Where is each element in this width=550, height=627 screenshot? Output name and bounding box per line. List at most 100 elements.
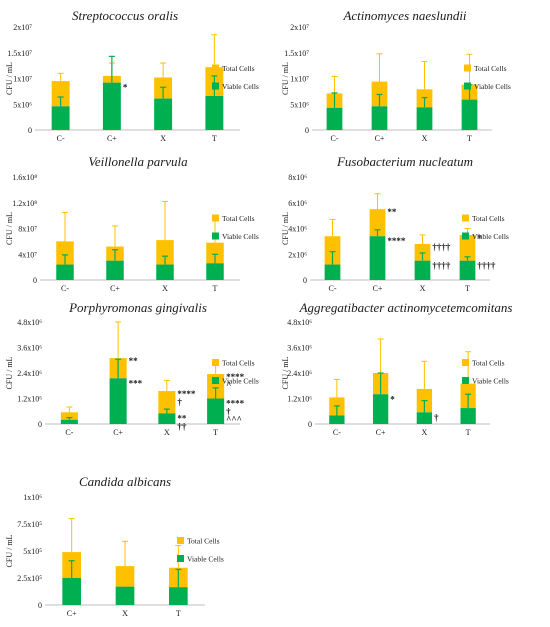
annotation-line: ††††	[432, 261, 451, 271]
x-tick-label: C+	[113, 428, 123, 437]
significance-annotation: **** † ^^^	[226, 399, 245, 425]
x-tick-label: C+	[375, 134, 385, 143]
y-tick-label: 0	[308, 420, 312, 429]
y-tick-label: 4x10⁶	[288, 225, 307, 234]
y-tick-label: 1.6x10⁸	[12, 173, 37, 182]
bar-viable-C+	[371, 106, 388, 130]
legend-label-viable: Viable Cells	[187, 555, 224, 564]
y-tick-label: 3.6x10⁶	[287, 344, 312, 353]
significance-annotation: *	[390, 394, 395, 404]
significance-annotation: ††††	[432, 261, 451, 271]
y-tick-label: 2x10⁶	[288, 250, 307, 259]
legend-label-total: Total Cells	[222, 214, 255, 223]
annotation-line: ****	[226, 399, 245, 409]
annotation-line: **	[129, 356, 139, 366]
annotation-line: ††	[177, 421, 187, 431]
legend-label-total: Total Cells	[187, 537, 220, 546]
bar-total-X	[115, 566, 135, 587]
x-tick-label: T	[466, 428, 471, 437]
bar-viable-X	[416, 107, 433, 130]
bar-viable-T	[459, 260, 476, 280]
annotation-line: ^^^	[226, 415, 242, 425]
legend-label-viable: Viable Cells	[222, 377, 259, 386]
annotation-line: ****	[387, 236, 406, 246]
bar-total-X	[414, 243, 431, 261]
bar-viable-C-	[329, 415, 345, 424]
legend-label-viable: Viable Cells	[472, 232, 509, 241]
bar-viable-C-	[60, 419, 78, 424]
chart-title: Candida albicans	[79, 474, 171, 489]
x-tick-label: C-	[57, 134, 65, 143]
annotation-line: **	[177, 413, 187, 423]
bar-total-T	[207, 374, 225, 399]
x-tick-label: X	[160, 134, 166, 143]
significance-annotation: ** ††	[177, 413, 187, 431]
x-tick-label: C+	[107, 134, 117, 143]
bar-total-C-	[51, 81, 70, 107]
y-tick-label: 8x10⁶	[288, 173, 307, 182]
bar-total-C-	[56, 241, 74, 265]
y-tick-label: 1.5x10⁷	[284, 49, 309, 58]
chart-panel-6: Aggregatibacter actinomycetemcomitans CFU…	[281, 300, 512, 437]
annotation-line: **	[387, 207, 397, 217]
legend-swatch-viable	[212, 377, 219, 384]
x-tick-label: T	[212, 134, 217, 143]
bar-viable-X	[416, 412, 433, 424]
y-tick-label: 4.8x10⁶	[287, 318, 312, 327]
annotation-line: ****	[226, 372, 245, 382]
legend-label-total: Total Cells	[474, 64, 507, 73]
significance-annotation: ***	[129, 378, 143, 388]
bar-viable-C+	[102, 82, 121, 130]
legend-label-viable: Viable Cells	[222, 232, 259, 241]
annotation-line: †	[226, 407, 231, 417]
bar-viable-X	[115, 586, 135, 605]
x-tick-label: T	[176, 609, 181, 618]
bar-viable-X	[156, 264, 174, 280]
x-tick-label: T	[213, 284, 218, 293]
y-tick-label: 5x10⁶	[290, 100, 309, 109]
annotation-line: †	[177, 397, 182, 407]
legend-swatch-viable	[462, 232, 469, 240]
significance-annotation: **** ^	[226, 372, 245, 390]
legend-swatch-total	[212, 359, 219, 366]
legend-label-viable: Viable Cells	[222, 82, 259, 91]
chart-panel-4: Fusobacterium nucleatum CFU / mL 0 2x10⁶ 4x1…	[281, 154, 509, 293]
y-tick-label: 1.2x10⁸	[12, 199, 37, 208]
legend-swatch-viable	[464, 82, 471, 90]
y-axis-label: CFU / mL	[5, 534, 14, 567]
bar-viable-C-	[51, 106, 70, 130]
bar-viable-C+	[109, 378, 127, 424]
legend-swatch-viable	[462, 377, 469, 384]
x-tick-label: X	[421, 428, 427, 437]
significance-annotation: ††††	[432, 242, 451, 252]
x-tick-label: C+	[373, 284, 383, 293]
x-tick-label: C-	[65, 428, 73, 437]
bar-viable-X	[414, 260, 431, 280]
bar-viable-C+	[106, 260, 124, 280]
significance-annotation: **	[129, 356, 139, 366]
x-tick-label: C-	[61, 284, 69, 293]
significance-annotation: ††††	[477, 261, 496, 271]
annotation-line: †	[434, 412, 439, 422]
chart-title: Actinomyces naeslundii	[342, 8, 466, 23]
x-tick-label: T	[465, 284, 470, 293]
bar-viable-X	[158, 413, 176, 424]
bar-viable-C+	[369, 236, 386, 280]
bar-viable-T	[460, 408, 476, 424]
x-tick-label: T	[213, 428, 218, 437]
bar-viable-T	[207, 398, 225, 424]
x-tick-label: X	[162, 284, 168, 293]
legend-swatch-total	[462, 359, 469, 366]
y-tick-label: 2.4x10⁶	[17, 369, 42, 378]
x-tick-label: C+	[110, 284, 120, 293]
chart-panel-1: Streptococcus oralis CFU / mL 0 5x10⁶ 1x10⁷ 1…	[5, 8, 259, 143]
annotation-line: ^	[226, 380, 231, 390]
y-tick-label: 0	[33, 276, 37, 285]
x-tick-label: C-	[329, 284, 337, 293]
x-tick-label: X	[420, 284, 426, 293]
bar-total-X	[158, 391, 176, 414]
chart-title: Streptococcus oralis	[72, 8, 178, 23]
y-axis-label: CFU / mL	[281, 212, 290, 245]
legend-label-total: Total Cells	[222, 359, 255, 368]
